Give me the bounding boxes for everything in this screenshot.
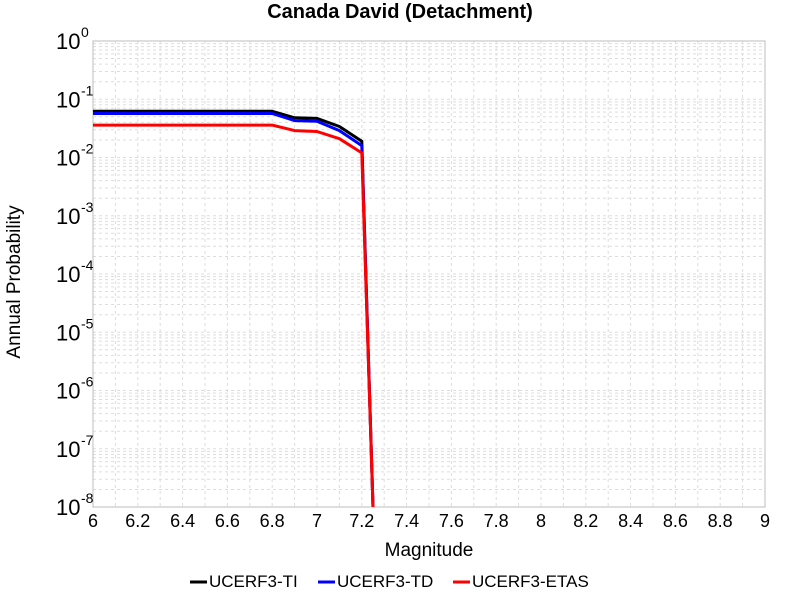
y-tick-label: 10 -4	[56, 257, 94, 287]
chart-title: Canada David (Detachment)	[267, 1, 533, 23]
y-tick-exponent: -2	[81, 141, 94, 157]
x-tick-label: 6.4	[170, 511, 195, 531]
x-tick-label: 8.4	[618, 511, 643, 531]
x-tick-label: 8.6	[663, 511, 688, 531]
x-tick-label: 6	[88, 511, 98, 531]
grid	[92, 41, 766, 508]
x-tick-label: 7.2	[349, 511, 374, 531]
y-tick-exponent: -5	[81, 315, 94, 331]
legend-label: UCERF3-TI	[209, 572, 298, 591]
y-tick-label: 10 -7	[56, 432, 94, 462]
y-tick-base: 10	[56, 146, 80, 171]
series-layer	[93, 109, 375, 508]
x-tick-label: 8.8	[708, 511, 733, 531]
y-tick-label: 10 -8	[56, 490, 94, 520]
legend-item: UCERF3-TD	[318, 572, 433, 591]
y-tick-base: 10	[56, 495, 80, 520]
x-tick-label: 9	[760, 511, 770, 531]
legend-item: UCERF3-ETAS	[453, 572, 589, 591]
x-tick-label: 6.6	[215, 511, 240, 531]
plot-frame	[92, 40, 766, 508]
y-tick-exponent: -1	[81, 82, 94, 98]
x-tick-label: 6.2	[125, 511, 150, 531]
series-line-ucerf3-etas	[93, 123, 375, 508]
x-tick-label: 7.8	[484, 511, 509, 531]
x-tick-label: 7.4	[394, 511, 419, 531]
y-tick-base: 10	[56, 437, 80, 462]
y-tick-label: 10 -5	[56, 315, 94, 345]
series-line-ucerf3-ti	[93, 109, 375, 508]
y-tick-exponent: 0	[81, 24, 89, 40]
y-tick-base: 10	[56, 262, 80, 287]
x-tick-label: 6.8	[260, 511, 285, 531]
x-ticks: 6 6.2 6.4 6.6 6.8 7 7.2 7.4 7.6 7.8 8 8.2 8.4 8.6 8.8 9	[88, 511, 770, 531]
y-tick-label: 10 0	[56, 24, 89, 54]
y-tick-base: 10	[56, 87, 80, 112]
x-tick-label: 8	[536, 511, 546, 531]
legend-label: UCERF3-TD	[337, 572, 433, 591]
x-axis-label: Magnitude	[385, 540, 474, 561]
y-tick-exponent: -4	[81, 257, 94, 273]
series-line-ucerf3-td	[93, 112, 375, 508]
legend-label: UCERF3-ETAS	[472, 572, 589, 591]
x-tick-label: 7.6	[439, 511, 464, 531]
y-tick-base: 10	[56, 29, 80, 54]
y-tick-label: 10 -1	[56, 82, 94, 112]
x-tick-label: 8.2	[573, 511, 598, 531]
y-tick-base: 10	[56, 379, 80, 404]
x-tick-label: 7	[312, 511, 322, 531]
y-tick-exponent: -6	[81, 374, 94, 390]
legend-item: UCERF3-TI	[190, 572, 298, 591]
y-tick-label: 10 -6	[56, 374, 94, 404]
y-tick-base: 10	[56, 204, 80, 229]
y-tick-exponent: -7	[81, 432, 94, 448]
y-axis-label: Annual Probability	[4, 205, 25, 359]
legend: UCERF3-TI UCERF3-TD UCERF3-ETAS	[190, 572, 589, 591]
y-tick-exponent: -8	[81, 490, 94, 506]
y-tick-label: 10 -2	[56, 141, 94, 171]
y-tick-label: 10 -3	[56, 199, 94, 229]
y-tick-base: 10	[56, 320, 80, 345]
y-tick-exponent: -3	[81, 199, 94, 215]
